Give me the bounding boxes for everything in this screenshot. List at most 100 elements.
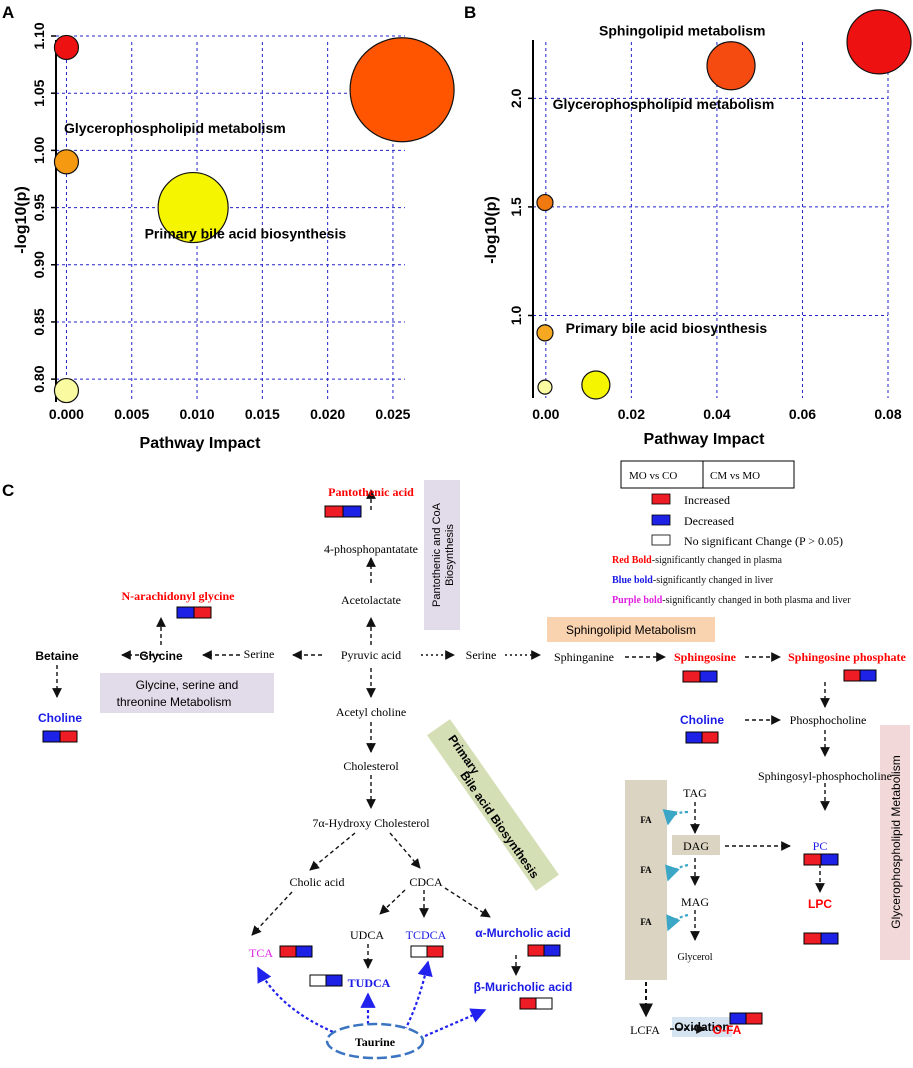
node-sphingosine-phosphate: Sphingosine phosphate [788, 650, 906, 664]
node-betaine: Betaine [35, 649, 79, 663]
fa-arrows [662, 809, 689, 932]
node-pc: PC [813, 839, 828, 853]
legend-header-right: CM vs MO [710, 470, 760, 482]
taurine-ellipse [325, 1022, 425, 1060]
panel-a-x-ticks: 0.000 0.005 0.010 0.015 0.020 0.025 [49, 406, 411, 422]
legend-decreased: Decreased [684, 514, 734, 528]
node-tag: TAG [683, 786, 707, 800]
node-choline-right: Choline [680, 713, 724, 727]
box-pantothenic-label-1: Pantothenic and CoA [431, 502, 443, 607]
a-ytick-label: 0.90 [31, 251, 47, 278]
box-glycerophospholipid-label: Glycerophospholipid Metabolism [889, 755, 903, 928]
node-acetyl-choline: Acetyl choline [336, 705, 406, 719]
box-fa-column: FA FA FA [625, 780, 667, 980]
node-lcfa: LCFA [630, 1023, 660, 1037]
node-tcdca: TCDCA [406, 928, 447, 942]
indicator-choline-right [685, 731, 719, 744]
panel-b-x-label: Pathway Impact [644, 431, 766, 448]
node-cholic-acid: Cholic acid [290, 875, 345, 889]
fa-label-2: FA [640, 865, 652, 875]
panel-a-annotations: Glycerophospholipid metabolism Primary bi… [64, 120, 346, 241]
b-point-0 [846, 9, 912, 75]
indicator-tcdca [410, 945, 444, 958]
a-xtick-label: 0.010 [180, 406, 215, 422]
taurine-arrows [257, 960, 487, 1038]
legend-swatch-no-change [651, 534, 671, 546]
b-ytick-label: 1.5 [508, 197, 524, 217]
a-point-2 [53, 149, 80, 175]
a-xtick-label: 0.025 [375, 406, 410, 422]
node-cholesterol: Cholesterol [343, 759, 399, 773]
fa-label-1: FA [640, 815, 652, 825]
a-ytick-label: 0.80 [31, 365, 47, 392]
legend-header-left: MO vs CO [629, 470, 677, 482]
node-acetolactate: Acetolactate [341, 593, 401, 607]
node-n-arachidonyl-glycine: N-arachidonyl glycine [122, 589, 236, 603]
b-xtick-label: 0.00 [532, 406, 559, 422]
indicator-sphingosine-phosphate [843, 669, 877, 682]
indicator-choline-left [42, 730, 78, 743]
panel-b-annotations: Sphingolipid metabolism Glycerophospholip… [553, 22, 775, 335]
panel-a-points [53, 34, 455, 404]
node-pyruvic-acid: Pyruvic acid [341, 648, 401, 662]
indicator-pc [803, 853, 839, 866]
box-bile-acid: Primary Bile acid Biosynthesis [427, 719, 559, 891]
box-glycerophospholipid: Glycerophospholipid Metabolism [880, 725, 910, 960]
a-point-4 [53, 377, 80, 404]
legend-swatch-increased [651, 493, 671, 505]
legend-purple-bold: Purple bold-significantly changed in bot… [612, 595, 851, 606]
node-labels: Pantothenic acid 4-phosphopantatate Acet… [35, 485, 906, 1049]
box-sphingolipid-label: Sphingolipid Metabolism [566, 623, 696, 637]
b-annotation-2: Primary bile acid biosynthesis [566, 320, 768, 336]
fa-label-3: FA [640, 917, 652, 927]
b-point-2 [536, 193, 554, 212]
panel-a-label: A [2, 3, 14, 22]
b-point-3 [536, 324, 554, 342]
indicator-lpc [803, 932, 839, 945]
node-cdca: CDCA [409, 875, 443, 889]
a-ytick-label: 1.10 [31, 22, 47, 49]
box-sphingolipid: Sphingolipid Metabolism [547, 617, 715, 642]
panel-b-x-ticks: 0.00 0.02 0.04 0.06 0.08 [532, 406, 902, 422]
indicator-pantothenic-acid [324, 505, 362, 518]
a-ytick-label: 0.85 [31, 308, 47, 335]
panel-b-label: B [464, 3, 476, 22]
panel-b-points [536, 9, 912, 400]
node-taurine: Taurine [355, 1035, 396, 1049]
b-ytick-label: 2.0 [508, 88, 524, 108]
a-xtick-label: 0.005 [114, 406, 149, 422]
indicator-sphingosine [682, 670, 718, 683]
panel-b: B 1.0 1.5 2.0 0.00 0.02 0.04 0.06 0.08 Pathway… [464, 3, 912, 448]
legend-swatch-decreased [651, 514, 671, 526]
box-dag [672, 835, 720, 855]
node-sphinganine: Sphinganine [554, 650, 614, 664]
node-alpha-murcholic: α-Murcholic acid [475, 926, 570, 940]
b-ytick-label: 1.0 [508, 306, 524, 326]
node-phosphocholine: Phosphocholine [790, 713, 867, 727]
box-bile-label-2: Bile acid Biosynthesis [457, 769, 542, 882]
a-point-3 [157, 171, 229, 244]
a-annotation-0: Glycerophospholipid metabolism [64, 120, 286, 136]
box-pantothenic: Pantothenic and CoA Biosynthesis [424, 480, 460, 630]
panel-a-x-label: Pathway Impact [140, 435, 262, 452]
b-point-4 [581, 370, 611, 400]
panel-b-y-label: -log10(p) [483, 196, 500, 264]
panel-a-y-ticks: 0.80 0.85 0.90 0.95 1.00 1.05 1.10 [31, 22, 56, 393]
legend: MO vs CO CM vs MO Increased Decreased No… [612, 460, 851, 606]
box-glycine-pathway: Glycine, serine and threonine Metabolism [100, 673, 274, 713]
b-point-1 [706, 41, 756, 91]
legend-red-bold: Red Bold-significantly changed in plasma [612, 555, 783, 566]
b-annotation-0: Sphingolipid metabolism [599, 22, 765, 38]
a-ytick-label: 0.95 [31, 194, 47, 221]
node-serine-left: Serine [244, 647, 275, 661]
box-pantothenic-label-2: Biosynthesis [444, 524, 456, 586]
panel-c-label: C [2, 481, 14, 500]
indicator-tudca [309, 974, 343, 987]
legend-blue-bold: Blue bold-significantly changed in liver [612, 575, 774, 586]
b-xtick-label: 0.08 [874, 406, 901, 422]
node-lpc: LPC [808, 897, 832, 911]
legend-increased: Increased [684, 493, 730, 507]
a-ytick-label: 1.00 [31, 137, 47, 164]
node-pantothenic-acid: Pantothenic acid [328, 485, 414, 499]
